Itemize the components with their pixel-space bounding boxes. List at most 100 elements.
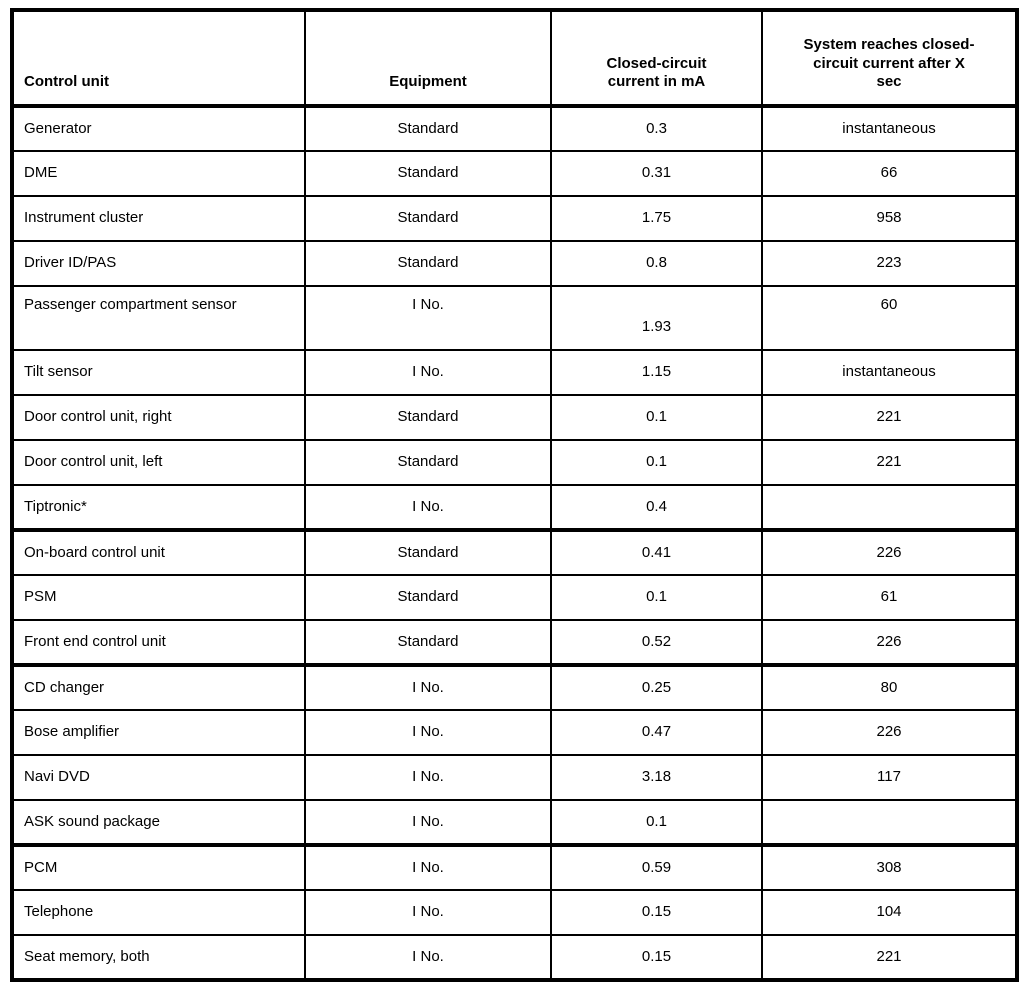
cell-time: 66 (761, 150, 1018, 197)
cell-current: 3.18 (550, 754, 763, 801)
cell-equipment: Standard (304, 439, 552, 486)
cell-time: 221 (761, 394, 1018, 441)
cell-equipment: Standard (304, 394, 552, 441)
cell-equipment: I No. (304, 349, 552, 396)
table-body: Generator Standard 0.3 instantaneous DME… (11, 105, 1018, 981)
cell-current: 1.15 (550, 349, 763, 396)
cell-time: 104 (761, 889, 1018, 936)
cell-current: 0.25 (550, 664, 763, 711)
cell-current: 0.41 (550, 529, 763, 576)
col-header-control-unit: Control unit (11, 9, 306, 108)
table-row: Bose amplifier I No. 0.47 226 (11, 709, 1018, 756)
cell-control-unit: PSM (11, 574, 306, 621)
col-header-equipment: Equipment (304, 9, 552, 108)
cell-equipment: I No. (304, 285, 552, 351)
cell-control-unit: Tilt sensor (11, 349, 306, 396)
col-header-reaches-after: System reaches closed-circuit current af… (761, 9, 1018, 108)
cell-current: 1.93 (550, 285, 763, 351)
header-row: Control unit Equipment Closed-circuit cu… (11, 9, 1018, 108)
cell-time: 117 (761, 754, 1018, 801)
cell-equipment: Standard (304, 105, 552, 152)
cell-control-unit: DME (11, 150, 306, 197)
cell-control-unit: On-board control unit (11, 529, 306, 576)
cell-control-unit: PCM (11, 844, 306, 891)
table-row: DME Standard 0.31 66 (11, 150, 1018, 197)
cell-equipment: I No. (304, 664, 552, 711)
table-header: Control unit Equipment Closed-circuit cu… (11, 9, 1018, 108)
cell-control-unit: Generator (11, 105, 306, 152)
table-row: Front end control unit Standard 0.52 226 (11, 619, 1018, 667)
cell-current: 0.4 (550, 484, 763, 532)
cell-time: 308 (761, 844, 1018, 891)
cell-time: 223 (761, 240, 1018, 287)
cell-time: instantaneous (761, 349, 1018, 396)
cell-control-unit: Door control unit, right (11, 394, 306, 441)
table-row: Telephone I No. 0.15 104 (11, 889, 1018, 936)
table-row: Door control unit, left Standard 0.1 221 (11, 439, 1018, 486)
cell-current: 0.8 (550, 240, 763, 287)
col-header-control-unit-label: Control unit (24, 73, 109, 91)
table-row: PSM Standard 0.1 61 (11, 574, 1018, 621)
cell-control-unit: Tiptronic* (11, 484, 306, 532)
cell-control-unit: ASK sound package (11, 799, 306, 847)
table-row: Tilt sensor I No. 1.15 instantaneous (11, 349, 1018, 396)
cell-control-unit: Driver ID/PAS (11, 240, 306, 287)
table-row: ASK sound package I No. 0.1 (11, 799, 1018, 847)
table-row: Navi DVD I No. 3.18 117 (11, 754, 1018, 801)
cell-control-unit: Front end control unit (11, 619, 306, 667)
cell-equipment: I No. (304, 934, 552, 981)
cell-time (761, 484, 1018, 532)
cell-current: 0.15 (550, 934, 763, 981)
col-header-closed-circuit-current: Closed-circuit current in mA (550, 9, 763, 108)
cell-current: 0.47 (550, 709, 763, 756)
cell-control-unit: Passenger compartment sensor (11, 285, 306, 351)
cell-time (761, 799, 1018, 847)
table-row: Door control unit, right Standard 0.1 22… (11, 394, 1018, 441)
cell-control-unit: Door control unit, left (11, 439, 306, 486)
cell-equipment: I No. (304, 889, 552, 936)
cell-equipment: Standard (304, 574, 552, 621)
cell-time: 80 (761, 664, 1018, 711)
table-row: Seat memory, both I No. 0.15 221 (11, 934, 1018, 981)
cell-time: instantaneous (761, 105, 1018, 152)
cell-control-unit: Instrument cluster (11, 195, 306, 242)
table-row: PCM I No. 0.59 308 (11, 844, 1018, 891)
table-row: On-board control unit Standard 0.41 226 (11, 529, 1018, 576)
table-row: CD changer I No. 0.25 80 (11, 664, 1018, 711)
cell-time: 61 (761, 574, 1018, 621)
cell-time: 226 (761, 709, 1018, 756)
cell-time: 60 (761, 285, 1018, 351)
cell-control-unit: Navi DVD (11, 754, 306, 801)
col-header-reaches-after-label: System reaches closed-circuit current af… (803, 35, 975, 91)
cell-equipment: Standard (304, 529, 552, 576)
closed-circuit-current-table: Control unit Equipment Closed-circuit cu… (10, 8, 1019, 982)
cell-equipment: I No. (304, 484, 552, 532)
col-header-closed-circuit-current-label: Closed-circuit current in mA (606, 54, 707, 91)
table-row: Driver ID/PAS Standard 0.8 223 (11, 240, 1018, 287)
table-row: Passenger compartment sensor I No. 1.93 … (11, 285, 1018, 351)
col-header-equipment-label: Equipment (389, 73, 467, 91)
cell-current: 0.1 (550, 799, 763, 847)
table-row: Tiptronic* I No. 0.4 (11, 484, 1018, 532)
cell-control-unit: Bose amplifier (11, 709, 306, 756)
cell-equipment: Standard (304, 195, 552, 242)
cell-control-unit: Telephone (11, 889, 306, 936)
table-row: Generator Standard 0.3 instantaneous (11, 105, 1018, 152)
cell-control-unit: Seat memory, both (11, 934, 306, 981)
table-row: Instrument cluster Standard 1.75 958 (11, 195, 1018, 242)
cell-current: 0.1 (550, 394, 763, 441)
cell-time: 221 (761, 934, 1018, 981)
cell-control-unit: CD changer (11, 664, 306, 711)
cell-equipment: Standard (304, 150, 552, 197)
cell-current: 0.59 (550, 844, 763, 891)
cell-current: 0.52 (550, 619, 763, 667)
cell-time: 226 (761, 529, 1018, 576)
cell-equipment: Standard (304, 619, 552, 667)
cell-current: 0.15 (550, 889, 763, 936)
cell-current: 0.31 (550, 150, 763, 197)
cell-current: 0.3 (550, 105, 763, 152)
cell-time: 226 (761, 619, 1018, 667)
cell-equipment: I No. (304, 799, 552, 847)
cell-equipment: Standard (304, 240, 552, 287)
